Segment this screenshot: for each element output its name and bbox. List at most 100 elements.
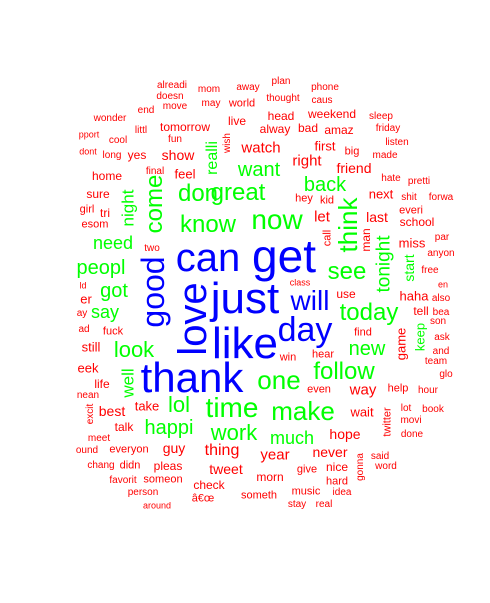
word-133: great bbox=[210, 179, 266, 206]
word-58: par bbox=[434, 232, 450, 243]
word-73: ad bbox=[78, 324, 90, 335]
word-91: take bbox=[134, 398, 160, 414]
word-9: caus bbox=[311, 95, 333, 106]
word-131: class bbox=[289, 277, 311, 288]
word-17: bad bbox=[297, 121, 319, 135]
word-61: anyon bbox=[427, 248, 455, 259]
word-101: meet bbox=[87, 433, 111, 444]
word-166: will bbox=[290, 285, 330, 316]
word-31: yes bbox=[127, 148, 147, 162]
word-159: happi bbox=[144, 417, 194, 439]
word-79: win bbox=[279, 351, 297, 364]
word-23: amaz bbox=[324, 123, 354, 137]
word-132: realli bbox=[204, 141, 221, 175]
word-78: and bbox=[432, 346, 450, 357]
word-18: sleep bbox=[369, 111, 393, 122]
word-83: eek bbox=[77, 360, 99, 376]
word-60: miss bbox=[398, 235, 426, 251]
word-136: back bbox=[303, 174, 347, 196]
word-77: still bbox=[81, 339, 101, 355]
word-135: don bbox=[177, 180, 219, 207]
word-84: glo bbox=[439, 369, 453, 380]
word-95: best bbox=[98, 403, 126, 419]
word-121: check bbox=[193, 478, 225, 492]
word-168: like bbox=[211, 319, 279, 368]
word-0: alreadi bbox=[156, 80, 188, 91]
word-96: wait bbox=[350, 404, 374, 420]
word-152: new bbox=[348, 338, 386, 360]
word-115: nice bbox=[325, 460, 349, 474]
word-128: stay bbox=[287, 499, 307, 510]
word-82: team bbox=[424, 356, 448, 367]
word-125: idea bbox=[332, 487, 352, 498]
word-151: look bbox=[113, 337, 155, 362]
word-114: give bbox=[296, 463, 318, 476]
word-10: end bbox=[137, 105, 155, 116]
word-153: follow bbox=[313, 358, 375, 385]
word-25: cool bbox=[108, 135, 128, 146]
word-90: nean bbox=[76, 390, 100, 401]
word-50: kid bbox=[319, 194, 335, 207]
word-113: tweet bbox=[209, 461, 243, 477]
word-163: get bbox=[252, 230, 316, 282]
word-150: keep bbox=[412, 322, 428, 352]
word-155: one bbox=[257, 365, 301, 395]
word-93: book bbox=[422, 404, 444, 415]
word-141: night bbox=[118, 189, 138, 227]
word-70: bea bbox=[432, 307, 450, 318]
word-129: real bbox=[315, 499, 333, 510]
word-89: hour bbox=[417, 385, 439, 396]
word-3: plan bbox=[271, 76, 291, 87]
word-62: free bbox=[421, 265, 439, 276]
word-149: say bbox=[90, 302, 120, 322]
word-122: hard bbox=[325, 475, 349, 488]
word-48: tri bbox=[100, 206, 110, 220]
word-126: â€œ bbox=[191, 492, 215, 505]
word-44: next bbox=[368, 186, 394, 202]
word-164: good bbox=[135, 256, 171, 328]
word-67: also bbox=[431, 293, 451, 304]
word-116: word bbox=[375, 461, 397, 472]
word-21: tomorrow bbox=[159, 120, 211, 134]
word-102: guy bbox=[162, 440, 186, 456]
word-158: make bbox=[271, 396, 335, 426]
word-46: forwa bbox=[428, 192, 454, 203]
word-162: can bbox=[175, 236, 241, 280]
word-118: someon bbox=[143, 473, 183, 486]
word-143: tonight bbox=[373, 235, 395, 293]
word-47: girl bbox=[79, 203, 95, 216]
word-13: weekend bbox=[307, 107, 357, 121]
word-36: feel bbox=[174, 166, 196, 182]
word-97: movi bbox=[400, 415, 422, 426]
word-45: shit bbox=[401, 192, 417, 203]
word-167: love bbox=[171, 282, 215, 356]
word-19: pport bbox=[78, 129, 100, 140]
word-123: person bbox=[127, 487, 159, 498]
word-32: show bbox=[161, 147, 195, 163]
word-51: everi bbox=[399, 204, 423, 217]
word-86: even bbox=[307, 383, 331, 396]
word-75: find bbox=[354, 326, 372, 339]
word-105: everyon bbox=[109, 443, 149, 456]
word-55: school bbox=[399, 215, 435, 229]
word-66: haha bbox=[399, 288, 429, 304]
word-4: phone bbox=[311, 82, 339, 93]
word-138: know bbox=[179, 211, 237, 238]
word-33: watch bbox=[241, 139, 281, 157]
word-76: ask bbox=[434, 332, 450, 343]
word-80: hear bbox=[311, 348, 335, 361]
word-74: fuck bbox=[102, 325, 124, 338]
word-109: chang bbox=[87, 460, 115, 471]
word-156: lol bbox=[167, 392, 191, 417]
word-14: wonder bbox=[93, 113, 127, 124]
word-147: got bbox=[100, 280, 128, 302]
word-5: doesn bbox=[156, 91, 184, 102]
word-169: day bbox=[277, 311, 333, 349]
word-140: now bbox=[251, 204, 303, 235]
word-43: sure bbox=[86, 187, 110, 201]
word-20: littl bbox=[134, 125, 148, 136]
word-24: friday bbox=[375, 123, 401, 134]
word-38: friend bbox=[336, 160, 372, 176]
word-7: world bbox=[228, 97, 256, 110]
word-170: thank bbox=[140, 354, 244, 401]
